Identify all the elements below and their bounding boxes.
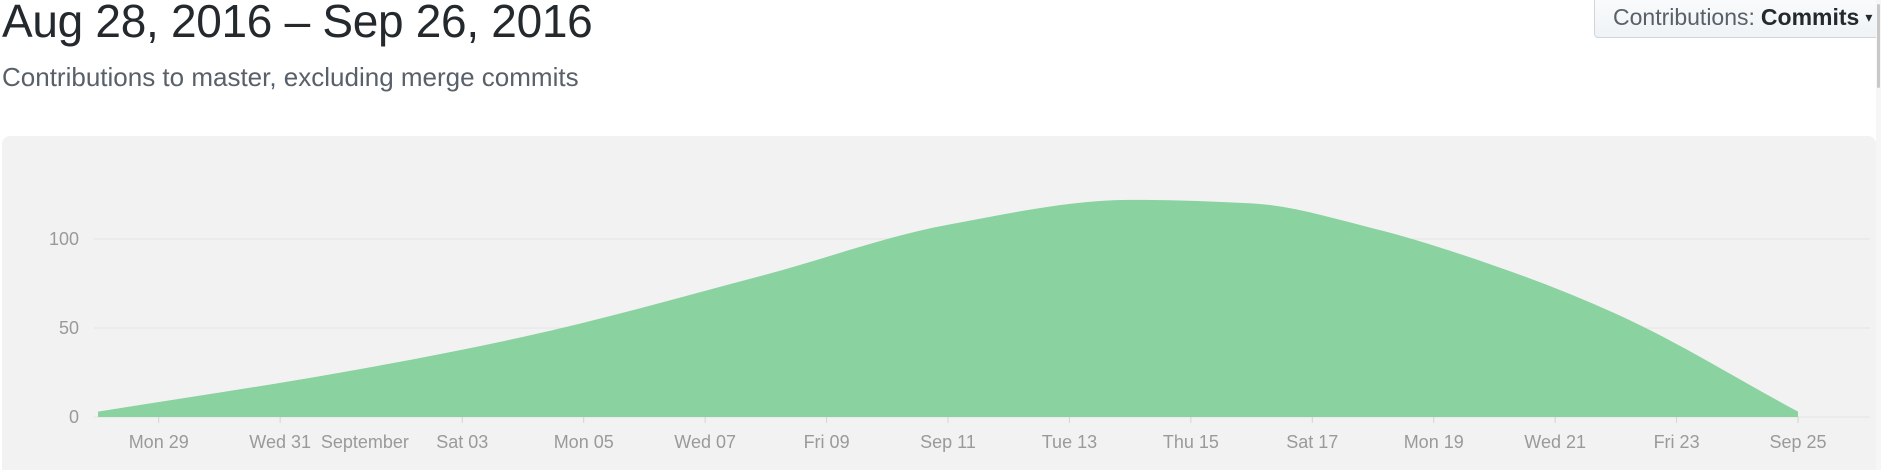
x-tick-label: September [321, 432, 409, 452]
contributions-select[interactable]: Contributions: Commits ▾ [1594, 0, 1881, 38]
area-layer [98, 199, 1798, 417]
x-tick-label: Sat 03 [436, 432, 488, 452]
x-tick-label: Thu 15 [1163, 432, 1219, 452]
x-tick-label: Tue 13 [1042, 432, 1097, 452]
x-tick-label: Mon 19 [1404, 432, 1464, 452]
contributions-select-value: Commits [1760, 3, 1860, 30]
x-tick-label: Fri 23 [1654, 432, 1700, 452]
x-tick-label: Mon 29 [129, 432, 189, 452]
y-tick-label: 0 [69, 407, 79, 427]
x-tick-label: Sep 11 [920, 432, 976, 452]
y-axis: 0 50 100 [49, 229, 79, 427]
x-tick-label: Sep 25 [1769, 432, 1826, 452]
contributions-select-label: Contributions: [1613, 3, 1755, 30]
x-tick-label: Sat 17 [1286, 432, 1338, 452]
chevron-down-icon: ▾ [1865, 8, 1873, 25]
scrollbar[interactable] [1876, 0, 1881, 470]
date-range-title: Aug 28, 2016 – Sep 26, 2016 [2, 0, 593, 47]
scrollbar-thumb[interactable] [1877, 4, 1880, 88]
x-tick-label: Fri 09 [804, 432, 850, 452]
x-tick-label: Wed 31 [249, 432, 311, 452]
x-tick-label: Wed 07 [674, 432, 736, 452]
x-axis: Mon 29 Wed 31 September Sat 03 Mon 05 Wed 07 F… [129, 417, 1827, 452]
x-tick-label: Wed 21 [1524, 432, 1586, 452]
y-tick-label: 50 [59, 318, 79, 338]
x-tick-label: Mon 05 [554, 432, 614, 452]
y-tick-label: 100 [49, 229, 79, 249]
page-subtitle: Contributions to master, excluding merge… [2, 62, 579, 92]
series-area-0 [98, 199, 1798, 417]
